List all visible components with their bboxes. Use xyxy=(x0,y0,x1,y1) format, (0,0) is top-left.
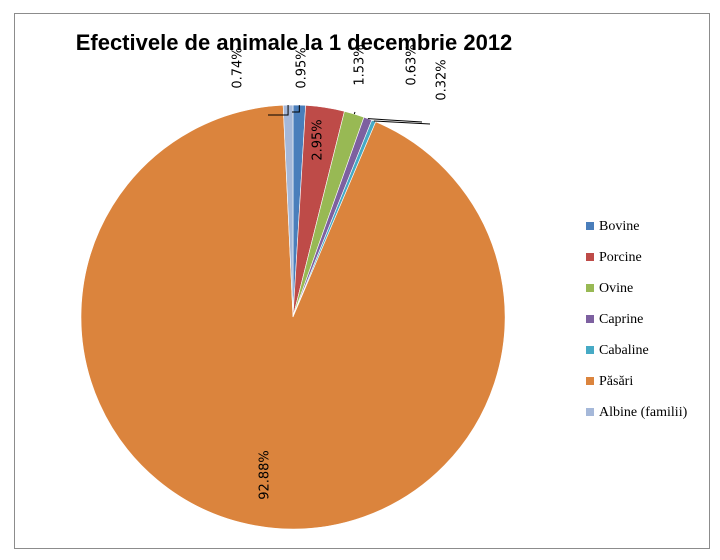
legend-label-caprine: Caprine xyxy=(599,312,643,327)
legend-swatch-bovine xyxy=(586,222,594,230)
legend-swatch-ovine xyxy=(586,284,594,292)
data-label-caprine: 0.63% xyxy=(405,44,420,85)
leader-line-albine-familii xyxy=(268,105,289,116)
legend-swatch-albine-familii xyxy=(586,408,594,416)
data-labels: 0.95% 2.95% 1.53% 0.63% 0.32% 92.88% 0.74% xyxy=(231,44,450,499)
chart-title: Efectivele de animale la 1 decembrie 201… xyxy=(75,30,513,55)
legend-swatch-caprine xyxy=(586,315,594,323)
data-label-cabaline: 0.32% xyxy=(435,59,450,100)
slice-albine-familii xyxy=(282,104,294,318)
data-label-porcine: 2.95% xyxy=(311,119,326,160)
data-label-bovine: 0.95% xyxy=(295,47,310,88)
leader-line-caprine xyxy=(367,118,423,123)
legend-swatch-p-s-ri xyxy=(586,377,594,385)
slice-p-s-ri xyxy=(80,104,506,530)
legend-label-ovine: Ovine xyxy=(599,281,633,296)
legend-label-p-s-ri: Păsări xyxy=(599,374,633,389)
data-label-ovine: 1.53% xyxy=(353,44,368,85)
legend-label-cabaline: Cabaline xyxy=(599,343,649,358)
data-label-albine-familii: 0.74% xyxy=(231,47,246,88)
pie-slices xyxy=(80,104,506,530)
data-label-p-s-ri: 92.88% xyxy=(258,450,273,500)
legend-label-albine-familii: Albine (familii) xyxy=(599,405,688,420)
leader-line-cabaline xyxy=(373,120,431,125)
legend-swatch-porcine xyxy=(586,253,594,261)
legend-swatch-cabaline xyxy=(586,346,594,354)
leader-line-ovine xyxy=(353,111,356,115)
leader-lines xyxy=(268,105,431,125)
leader-line-bovine xyxy=(292,105,300,113)
legend: Bovine Porcine Ovine Caprine Cabaline Păsări A… xyxy=(586,219,688,420)
legend-label-porcine: Porcine xyxy=(599,250,642,265)
legend-label-bovine: Bovine xyxy=(599,219,639,234)
